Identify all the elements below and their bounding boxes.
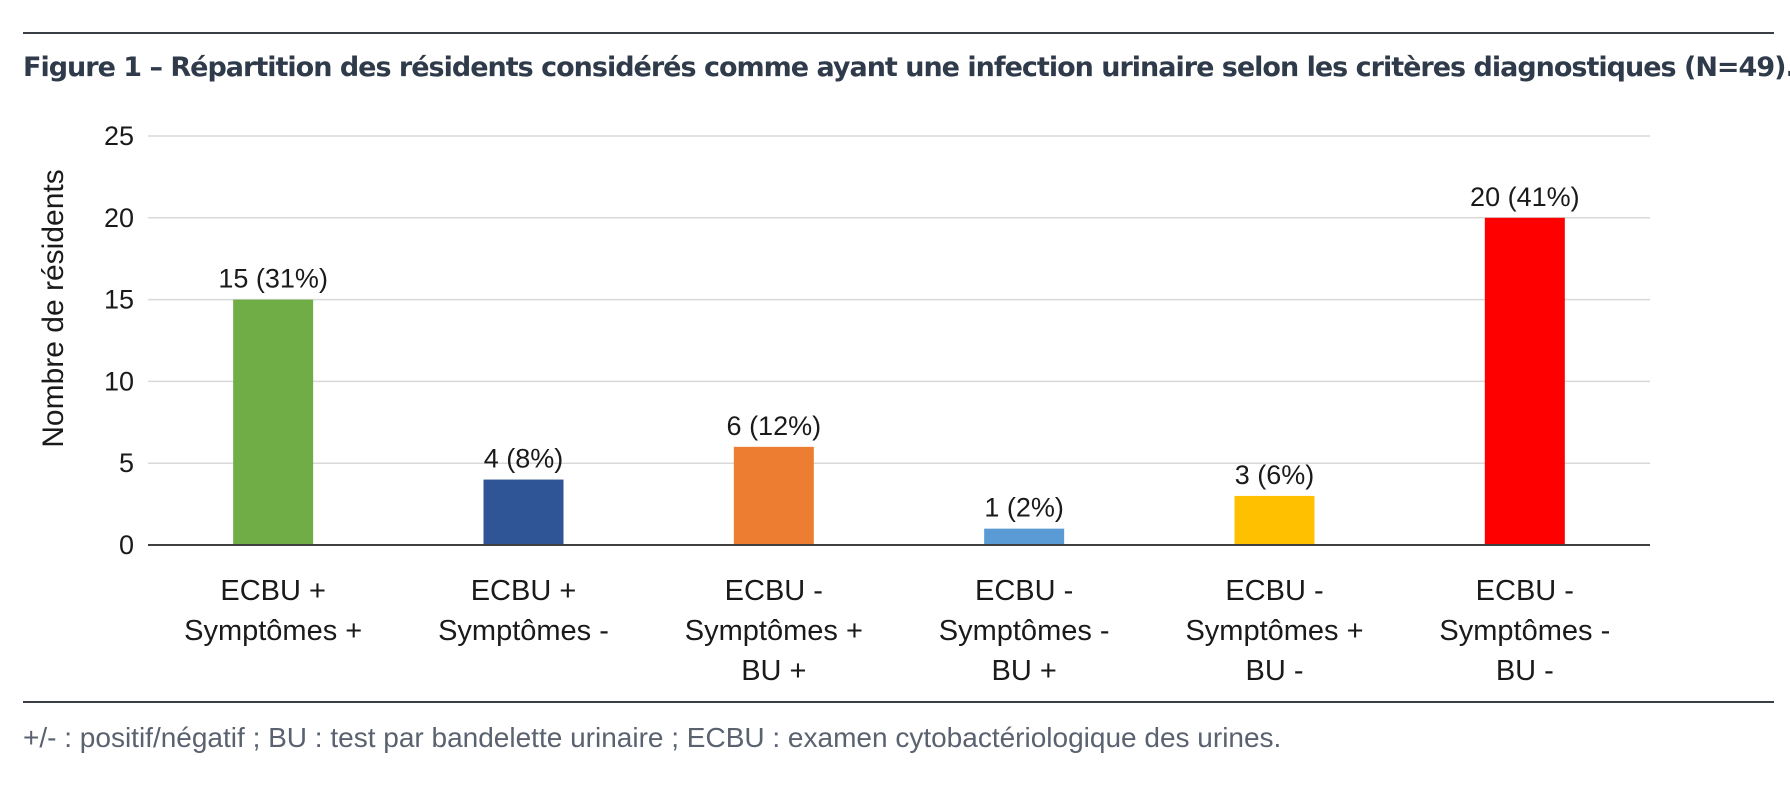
bar xyxy=(733,446,814,545)
bar xyxy=(984,528,1065,545)
gridlines xyxy=(148,135,1650,464)
category-label: ECBU -Symptômes + BU + xyxy=(685,575,863,687)
data-label: 3 (6%) xyxy=(1235,460,1315,490)
data-label: 20 (41%) xyxy=(1470,182,1580,212)
y-tick-label: 0 xyxy=(119,530,134,560)
category-label: ECBU + Symptômes - xyxy=(438,575,609,647)
footnote: +/- : positif/négatif ; BU : test par ba… xyxy=(23,722,1282,753)
bar xyxy=(233,299,314,545)
category-label: ECBU -Symptômes + BU - xyxy=(1185,575,1363,687)
category-label: ECBU -Symptômes -BU + xyxy=(939,575,1110,687)
category-label: ECBU -Symptômes -BU - xyxy=(1439,575,1610,687)
bottom-rule xyxy=(23,701,1774,703)
data-label: 4 (8%) xyxy=(484,444,564,474)
y-tick-label: 25 xyxy=(104,121,134,151)
data-label: 15 (31%) xyxy=(218,264,328,294)
y-tick-label: 20 xyxy=(104,203,134,233)
figure-title: Figure 1 – Répartition des résidents con… xyxy=(23,52,1790,83)
bar-chart: 0 5 10 15 20 25 Nombre de résidents 15 (31%) 4… xyxy=(37,121,1650,687)
bars xyxy=(233,217,1565,546)
y-axis-label: Nombre de résidents xyxy=(37,169,70,447)
top-rule xyxy=(23,32,1774,34)
bar xyxy=(1484,217,1565,546)
data-labels: 15 (31%) 4 (8%) 6 (12%) 1 (2%) 3 (6%) 20 (41%… xyxy=(218,182,1579,523)
data-label: 6 (12%) xyxy=(727,411,822,441)
category-labels: ECBU + Symptômes + ECBU + Symptômes - ECBU -… xyxy=(184,575,1610,687)
y-tick-labels: 0 5 10 15 20 25 xyxy=(104,121,134,560)
bar xyxy=(483,479,564,545)
y-tick-label: 10 xyxy=(104,366,134,396)
y-tick-label: 15 xyxy=(104,285,134,315)
bar xyxy=(1234,495,1315,545)
category-label: ECBU + Symptômes + xyxy=(184,575,362,647)
data-label: 1 (2%) xyxy=(984,493,1064,523)
y-tick-label: 5 xyxy=(119,448,134,478)
